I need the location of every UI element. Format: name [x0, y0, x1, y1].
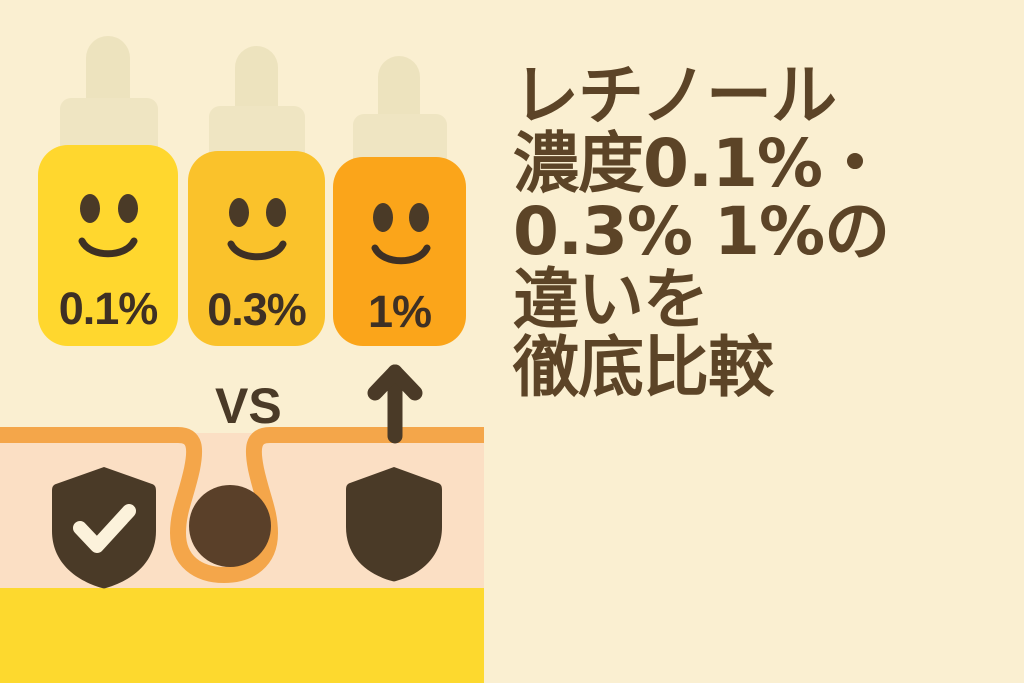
bottle-body: 1%	[333, 157, 466, 346]
shield-check-icon	[52, 467, 156, 589]
headline: レチノール 濃度0.1%・ 0.3% 1%の 違いを 徹底比較	[513, 62, 1013, 402]
vs-label: VS	[215, 378, 282, 434]
serum-bottle-0-1[interactable]: 0.1%	[38, 36, 178, 346]
face-eye-left	[80, 194, 100, 223]
face-eye-right	[118, 194, 138, 223]
bottle-concentration-label: 0.3%	[207, 284, 307, 335]
face-eye-right	[409, 203, 429, 232]
skin-dermis-layer	[0, 588, 484, 683]
face-eye-left	[373, 203, 393, 232]
bottle-body: 0.3%	[188, 151, 325, 346]
headline-line-2: 濃度0.1%・	[513, 124, 888, 202]
headline-line-3: 0.3% 1%の	[513, 192, 890, 270]
pore-plug-icon	[189, 485, 271, 567]
bottle-concentration-label: 1%	[367, 286, 432, 337]
bottle-body: 0.1%	[38, 145, 178, 346]
headline-line-4: 違いを	[513, 260, 709, 338]
shield-plain-icon	[346, 467, 442, 582]
serum-bottle-1[interactable]: 1%	[333, 56, 466, 346]
serum-bottle-0-3[interactable]: 0.3%	[188, 46, 325, 346]
headline-line-1: レチノール	[513, 57, 837, 134]
skin-surface-line	[0, 427, 484, 584]
face-smile-icon	[371, 244, 431, 265]
face-smile-icon	[78, 237, 138, 258]
arrow-up-icon	[367, 364, 423, 444]
face-eye-right	[266, 198, 286, 227]
bottle-concentration-label: 0.1%	[58, 283, 159, 334]
skin-illustration-panel: VS 0.1%	[0, 0, 484, 683]
face-eye-left	[229, 198, 249, 227]
face-smile-icon	[227, 240, 287, 261]
headline-line-5: 徹底比較	[513, 328, 774, 406]
